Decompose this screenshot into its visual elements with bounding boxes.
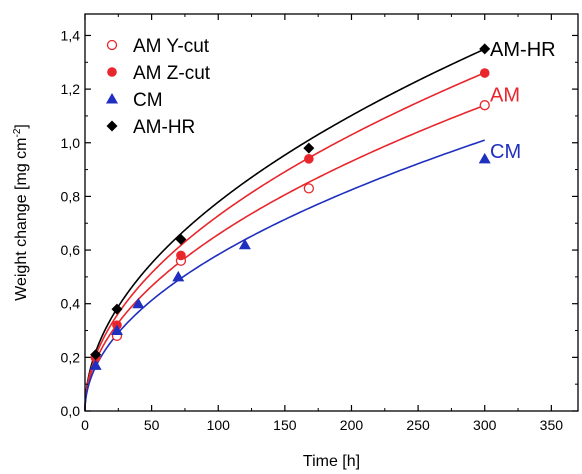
data-point [110,324,123,336]
x-tick-label: 350 [540,417,564,433]
data-point [303,142,315,154]
y-axis-title: Weight change [mg cm-2] [12,124,30,301]
curve-labels: AM-HR AM CM [490,39,556,163]
data-markers [89,43,491,370]
y-tick-label: 0,0 [61,403,81,419]
y-axis-title-main: Weight change [mg cm [13,138,30,301]
y-tick-label: 1,2 [61,81,81,97]
legend-marker [107,67,117,77]
legend-marker [106,39,118,51]
curve-label: CM [490,141,521,163]
x-tick-label: 250 [406,417,430,433]
x-tick-label: 50 [144,417,160,433]
data-point [303,183,314,194]
x-tick-label: 200 [340,417,364,433]
legend-label: CM [133,90,163,111]
x-tick-label: 300 [473,417,497,433]
data-point [479,43,491,55]
fit-curve [84,104,486,412]
plot-frame [84,13,579,412]
data-point [176,250,186,261]
legend-marker [106,93,118,104]
data-point [90,349,102,361]
fit-curve [84,139,485,412]
data-point [89,359,102,370]
data-point [479,68,490,78]
legend-label: AM-HR [133,117,195,138]
data-point [478,152,491,164]
legend-label: AM Y-cut [133,36,210,57]
x-axis-title: Time [h] [303,453,360,470]
x-tick-label: 100 [207,417,231,433]
data-point [479,100,490,111]
y-tick-label: 1,4 [61,27,81,43]
data-point [304,154,314,164]
y-tick-label: 0,2 [61,349,81,365]
y-tick-label: 0,4 [61,296,81,312]
curve-label: AM [490,84,520,106]
data-point [111,303,123,315]
data-point [172,270,185,282]
x-tick-label: 150 [273,417,297,433]
data-point [175,233,187,245]
axis-ticks: 0 50 100 150 200 250 300 350 0,0 0,2 0,4 0,6 0,8 1,0 1… [61,14,578,433]
curve-label: AM-HR [490,39,556,61]
y-axis-title-sup: -2 [12,128,23,137]
legend-label: AM Z-cut [133,63,211,84]
data-point [132,297,145,309]
data-point [238,238,251,250]
y-axis-title-end: ] [13,124,30,128]
y-tick-label: 0,8 [61,188,81,204]
legend-marker [106,120,118,132]
y-tick-label: 1,0 [61,135,81,151]
legend: AM Y-cut AM Z-cut CM AM-HR [106,36,211,138]
y-tick-label: 0,6 [61,242,81,258]
x-tick-label: 0 [81,417,89,433]
